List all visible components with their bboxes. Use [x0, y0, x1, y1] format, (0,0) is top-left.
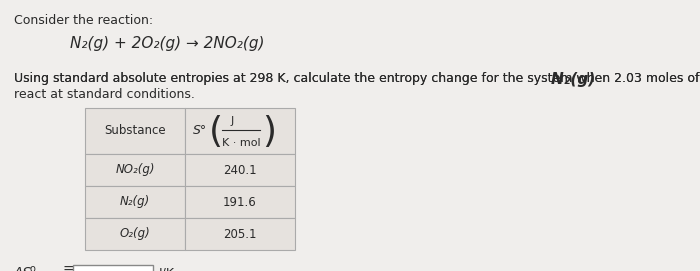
- Text: Substance: Substance: [104, 124, 166, 137]
- Text: ΔS: ΔS: [14, 266, 32, 271]
- Text: N₂(g): N₂(g): [120, 195, 150, 208]
- Text: Consider the reaction:: Consider the reaction:: [14, 14, 153, 27]
- Text: o: o: [30, 264, 36, 271]
- Text: react at standard conditions.: react at standard conditions.: [14, 88, 195, 101]
- Text: ): ): [262, 115, 276, 149]
- Text: N₂(g) + 2O₂(g) → 2NO₂(g): N₂(g) + 2O₂(g) → 2NO₂(g): [70, 36, 265, 51]
- Bar: [85, 154, 185, 186]
- Text: 191.6: 191.6: [223, 195, 257, 208]
- Text: NO₂(g): NO₂(g): [116, 163, 155, 176]
- Text: J: J: [230, 116, 234, 126]
- Text: (: (: [209, 115, 223, 149]
- Text: =: =: [62, 263, 74, 271]
- Bar: [85, 186, 185, 218]
- Text: Using standard absolute entropies at 298 K, calculate the entropy change for the: Using standard absolute entropies at 298…: [14, 72, 700, 85]
- Bar: [185, 186, 295, 218]
- Text: S°: S°: [193, 124, 207, 137]
- Text: 205.1: 205.1: [223, 227, 257, 240]
- Text: O₂(g): O₂(g): [120, 227, 150, 240]
- Bar: [185, 154, 295, 186]
- Text: Using standard absolute entropies at 298 K, calculate the entropy change for the: Using standard absolute entropies at 298…: [14, 72, 700, 85]
- Text: K · mol: K · mol: [222, 138, 260, 148]
- Text: J/K: J/K: [159, 267, 175, 271]
- Bar: [73, 265, 153, 271]
- Bar: [85, 218, 185, 250]
- Bar: [85, 108, 185, 154]
- Bar: [185, 108, 295, 154]
- Bar: [185, 218, 295, 250]
- Text: N₂(​​​​​​​​​​​​​​​g): N₂(​​​​​​​​​​​​​​​g): [551, 72, 596, 87]
- Text: 240.1: 240.1: [223, 163, 257, 176]
